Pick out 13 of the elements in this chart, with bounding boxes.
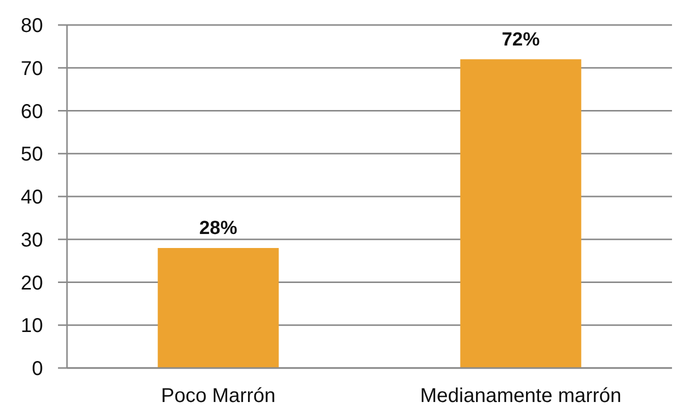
y-tick-label: 50 bbox=[20, 144, 43, 166]
data-label: 72% bbox=[502, 29, 540, 50]
y-tick-label: 10 bbox=[20, 315, 43, 338]
x-tick-label: Poco Marrón bbox=[161, 385, 276, 408]
y-tick-label: 20 bbox=[20, 272, 43, 294]
x-tick-label: Medianamente marrón bbox=[420, 385, 622, 408]
y-tick-label: 60 bbox=[20, 100, 43, 123]
y-tick-label: 0 bbox=[32, 358, 43, 380]
y-tick-label: 80 bbox=[20, 15, 43, 38]
y-tick-label: 30 bbox=[20, 229, 43, 252]
data-label: 28% bbox=[199, 218, 238, 239]
y-tick-label: 70 bbox=[20, 58, 43, 80]
y-tick-label: 40 bbox=[20, 186, 43, 209]
